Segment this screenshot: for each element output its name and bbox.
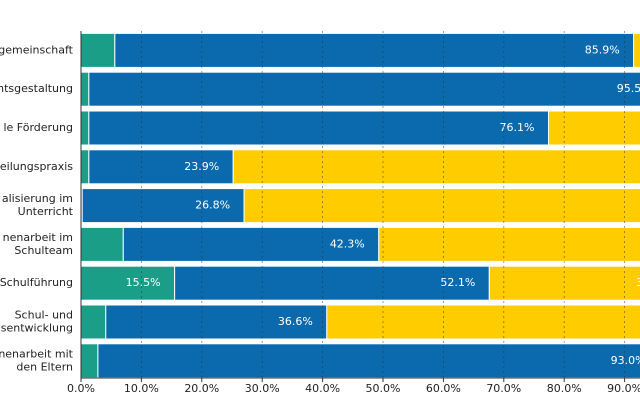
y-tick-label: alisierung im Unterricht [2, 192, 74, 218]
bar-segment [88, 71, 640, 107]
bar-segment [378, 226, 640, 262]
bar-segment [114, 32, 635, 68]
bar-segment [80, 226, 124, 262]
bar-segment [80, 110, 90, 146]
x-tick-label: 40.0% [305, 382, 340, 395]
x-tick-label: 30.0% [245, 382, 280, 395]
bar-segment [243, 188, 640, 224]
bar-segment [633, 32, 640, 68]
x-tick-label: 60.0% [426, 382, 461, 395]
bar-segment [174, 265, 490, 301]
x-tick-label: 90.0% [607, 382, 640, 395]
bar-segment [80, 304, 107, 340]
value-label: 36.6% [278, 315, 313, 328]
x-tick-label: 20.0% [184, 382, 219, 395]
bar-segment [80, 32, 116, 68]
bar-segment [105, 304, 328, 340]
bar-segment [88, 149, 234, 185]
bar-segment [80, 343, 99, 379]
x-tick-label: 0.0% [67, 382, 95, 395]
value-label: 93.0% [611, 354, 640, 367]
y-tick-label: gemeinschaft [0, 43, 74, 56]
value-label: 52.1% [440, 276, 475, 289]
x-tick-label: 80.0% [547, 382, 582, 395]
value-label: 15.5% [126, 276, 161, 289]
bar-segment [97, 343, 640, 379]
value-label: 85.9% [585, 43, 620, 56]
x-tick-label: 50.0% [366, 382, 401, 395]
value-label: 95.5% [617, 82, 640, 95]
bars [80, 32, 640, 379]
value-label: 42.3% [330, 237, 365, 250]
x-tick-label: 70.0% [486, 382, 521, 395]
value-label: 76.1% [500, 121, 535, 134]
x-tick-label: 10.0% [124, 382, 159, 395]
bar-segment [488, 265, 640, 301]
y-tick-label: nenarbeit mit den Eltern [0, 347, 74, 373]
y-tick-label: ntsgestaltung [0, 82, 73, 95]
y-tick-label: Schulführung [0, 276, 73, 289]
y-tick-label: Schul- und sentwicklung [1, 309, 73, 335]
bar-segment [88, 110, 549, 146]
value-label: 32.4% [636, 276, 640, 289]
value-label: 26.8% [195, 199, 230, 212]
y-tick-label: eilungspraxis [0, 160, 73, 173]
y-tick-label: nenarbeit im Schulteam [3, 231, 73, 257]
bar-segment [81, 188, 245, 224]
bar-segment [80, 71, 90, 107]
bar-segment [80, 149, 90, 185]
bar-segment [232, 149, 640, 185]
y-tick-label: le Förderung [3, 121, 73, 134]
bar-segment [547, 110, 640, 146]
bar-segment [326, 304, 640, 340]
